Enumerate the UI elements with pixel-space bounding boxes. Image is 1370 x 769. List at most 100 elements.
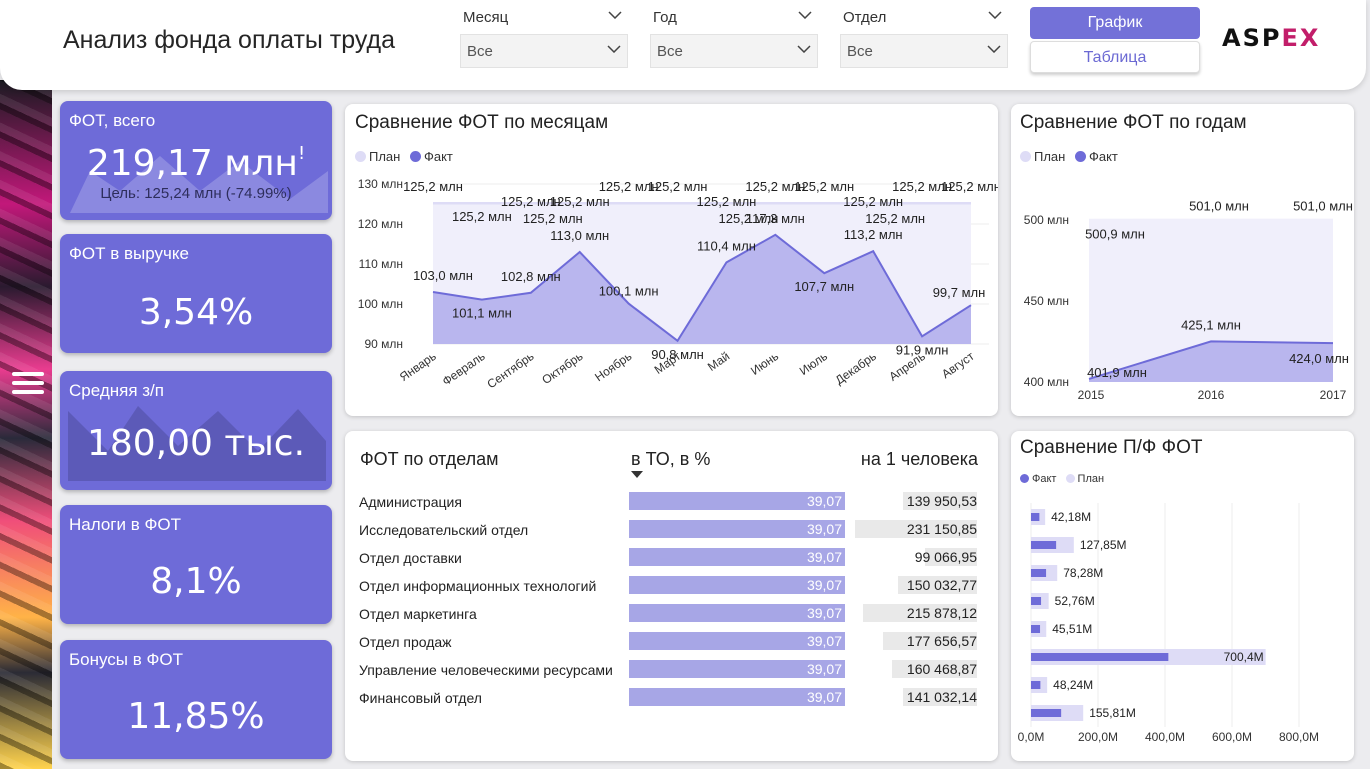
share-value: 39,07 [806, 521, 842, 537]
department-name: Отдел доставки [359, 550, 462, 566]
filter-month[interactable]: Месяц Все [460, 8, 628, 68]
plan-data-label: 125,2 млн [452, 209, 512, 224]
table-row[interactable]: Отдел информационных технологий 39,07 150 … [345, 571, 985, 599]
per-person-value: 177 656,57 [906, 633, 977, 649]
fact-data-label: 107,7 млн [794, 279, 854, 294]
plan-fact-chart-plot: 0,0M 200,0M 400,0M 600,0M 800,0M 42,18M 127,85… [1018, 503, 1319, 744]
page-title: Анализ фонда оплаты труда [63, 26, 396, 54]
table-row[interactable]: Финансовый отдел 39,07 141 032,14 [345, 683, 985, 711]
sort-desc-icon[interactable] [631, 471, 643, 479]
chart-title: Сравнение ФОТ по месяцам [355, 112, 609, 133]
plan-data-label: 125,2 млн [745, 179, 805, 194]
filter-department[interactable]: Отдел Все [840, 8, 1008, 68]
plan-data-label: 52,76M [1055, 594, 1095, 608]
kpi-label: Средняя з/п [69, 381, 164, 400]
plan-data-label: 78,28M [1063, 566, 1103, 580]
table-row[interactable]: Отдел продаж 39,07 177 656,57 [345, 627, 985, 655]
plan-data-label: 48,24M [1053, 678, 1093, 692]
kpi-label: ФОТ в выручке [69, 244, 189, 263]
x-tick-label: Ноябрь [592, 349, 634, 384]
fact-bar [1031, 681, 1041, 689]
table-row[interactable]: Отдел маркетинга 39,07 215 878,12 [345, 599, 985, 627]
graph-button[interactable]: График [1030, 7, 1200, 39]
y-tick-label: 100 млн [358, 297, 403, 311]
per-person-value: 160 468,87 [906, 661, 977, 677]
decorative-art-strip [0, 80, 52, 769]
fact-data-label: 401,9 млн [1087, 365, 1147, 380]
x-tick-label: 600,0M [1212, 730, 1252, 744]
fact-bar [1031, 625, 1041, 633]
share-value: 39,07 [806, 493, 842, 509]
per-person-cell: 139 950,53 [855, 492, 977, 510]
kpi-label: Налоги в ФОТ [69, 515, 182, 534]
table-row[interactable]: Исследовательский отдел 39,07 231 150,85 [345, 515, 985, 543]
plan-fact-chart-panel: Сравнение П/Ф ФОТ Факт План 0,0M 200,0M 40… [1011, 431, 1354, 761]
fact-area [1089, 341, 1333, 382]
fact-bar [1031, 569, 1047, 577]
per-person-cell: 160 468,87 [855, 660, 977, 678]
fact-line [432, 233, 972, 343]
table-row[interactable]: Отдел доставки 39,07 99 066,95 [345, 543, 985, 571]
fact-bar [1031, 541, 1057, 549]
fact-data-label: 99,7 млн [933, 285, 986, 300]
fact-data-label: 113,2 млн [844, 227, 903, 242]
table-button[interactable]: Таблица [1030, 41, 1200, 73]
legend-item-fact: Факт [1074, 149, 1118, 164]
kpi-label: Бонусы в ФОТ [69, 650, 184, 669]
kpi-target: Цель: 125,24 млн (-74.99%) [100, 185, 292, 202]
table-row[interactable]: Администрация 39,07 139 950,53 [345, 487, 985, 515]
menu-icon[interactable] [12, 372, 44, 398]
x-tick-label: Декабрь [833, 349, 879, 387]
chevron-down-icon [987, 45, 1001, 53]
filter-year-select[interactable]: Все [650, 34, 818, 68]
kpi-card-fot-total: ФОТ, всего 219,17 млн! Цель: 125,24 млн … [60, 101, 332, 220]
plan-area [1089, 218, 1333, 382]
fact-data-label: 425,1 млн [1181, 317, 1241, 332]
y-tick-label: 90 млн [364, 337, 403, 351]
fact-data-label: 103,0 млн [413, 268, 473, 283]
yearly-chart-panel: Сравнение ФОТ по годам План Факт 400 млн… [1011, 104, 1354, 416]
aspex-logo: ASPEX [1222, 24, 1321, 52]
legend-item-plan: План [1065, 473, 1104, 485]
kpi-value: 11,85% [127, 696, 265, 737]
plan-data-label: 125,2 млн [697, 194, 757, 209]
per-person-value: 139 950,53 [906, 493, 977, 509]
share-bar: 39,07 [629, 576, 845, 594]
chevron-down-icon [798, 11, 812, 19]
filter-year[interactable]: Год Все [650, 8, 818, 68]
y-tick-label: 500 млн [1024, 213, 1069, 227]
filter-department-label: Отдел [843, 9, 887, 26]
plan-data-label: 700,4M [1224, 650, 1264, 664]
plan-data-label: 125,2 млн [794, 179, 854, 194]
fact-area [433, 234, 971, 344]
y-tick-label: 400 млн [1024, 375, 1069, 389]
plan-data-label: 155,81M [1089, 706, 1136, 720]
plan-data-label: 125,2 млн [501, 194, 561, 209]
y-tick-label: 120 млн [358, 217, 403, 231]
filter-month-select[interactable]: Все [460, 34, 628, 68]
table-row[interactable]: Управление человеческими ресурсами 39,07 1… [345, 655, 985, 683]
plan-data-label: 125,2 млн [843, 194, 903, 209]
x-tick-label: Сентябрь [484, 349, 536, 391]
x-tick-label: Май [705, 349, 732, 374]
fact-data-label: 424,0 млн [1289, 351, 1349, 366]
plan-data-label: 125,2 млн [648, 179, 708, 194]
kpi-value: 3,54% [138, 292, 254, 333]
filter-department-select[interactable]: Все [840, 34, 1008, 68]
department-name: Управление человеческими ресурсами [359, 662, 613, 678]
kpi-value: 219,17 млн! [86, 143, 306, 184]
kpi-background-shape [68, 406, 326, 481]
plan-data-label: 125,2 млн [550, 194, 610, 209]
legend-item-fact: Факт [1020, 473, 1056, 485]
fact-data-label: 101,1 млн [452, 306, 512, 321]
share-value: 39,07 [806, 633, 842, 649]
x-tick-label: Февраль [440, 349, 488, 388]
x-tick-label: Июль [797, 349, 830, 378]
per-person-cell: 141 032,14 [855, 688, 977, 706]
column-header-share[interactable]: в ТО, в % [631, 449, 711, 469]
table-title: ФОТ по отделам [360, 449, 499, 469]
per-person-bar [863, 604, 977, 622]
department-name: Отдел информационных технологий [359, 578, 597, 594]
column-header-per-person[interactable]: на 1 человека [860, 449, 978, 469]
